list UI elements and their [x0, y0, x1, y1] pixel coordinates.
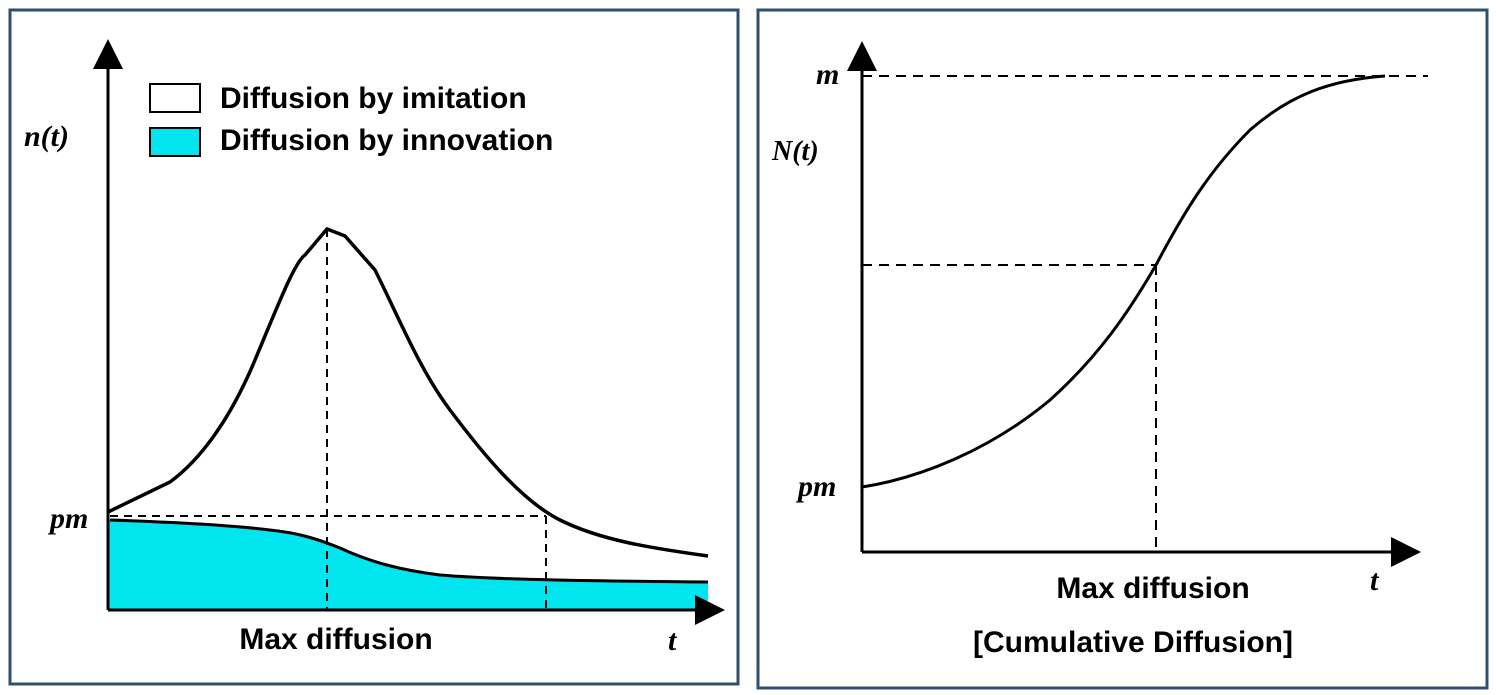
- left-y-axis-label: n(t): [24, 120, 69, 153]
- right-y-axis-label: N(t): [771, 136, 819, 167]
- left-panel: n(t) pm t Max diffusion Diffusion by imi…: [8, 8, 740, 686]
- left-x-caption: Max diffusion: [239, 623, 432, 656]
- right-caption: [Cumulative Diffusion]: [973, 626, 1293, 659]
- legend-swatch-imitation: [149, 83, 201, 113]
- imitation-curve: [107, 226, 709, 558]
- innovation-area: [108, 516, 708, 610]
- left-x-axis-label: t: [668, 624, 678, 657]
- right-panel-frame: [756, 8, 1489, 690]
- legend-label-innovation: Diffusion by innovation: [220, 124, 553, 157]
- right-x-caption: Max diffusion: [1056, 572, 1249, 605]
- right-pm-label: pm: [795, 470, 836, 503]
- left-pm-label: pm: [47, 502, 88, 535]
- cumulative-curve: [861, 74, 1386, 489]
- legend: Diffusion by imitation Diffusion by inno…: [149, 82, 553, 157]
- right-x-axis-label: t: [1370, 564, 1380, 597]
- innovation-curve: [109, 518, 709, 584]
- right-m-label: m: [816, 58, 839, 91]
- right-panel: m N(t) pm t Max diffusion [Cumulative Di…: [756, 8, 1489, 690]
- legend-swatch-innovation: [149, 127, 201, 157]
- legend-label-imitation: Diffusion by imitation: [220, 82, 527, 115]
